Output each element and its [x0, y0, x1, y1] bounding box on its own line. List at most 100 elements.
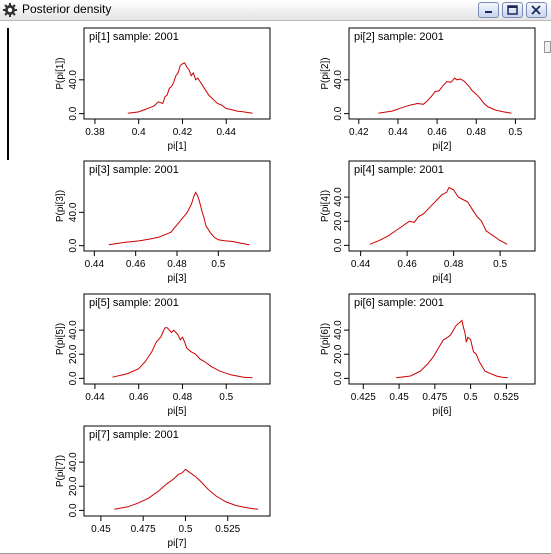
y-tick-label-4-1: 20.0 [333, 211, 344, 231]
chart-frame-2 [348, 27, 536, 120]
density-line-2 [378, 77, 512, 114]
x-tick-label-3-3: 0.5 [211, 259, 225, 270]
chart-frame-7 [83, 425, 271, 517]
x-tick-label-5-1: 0.46 [129, 392, 149, 403]
y-axis-label-5: P(pi[5]) [55, 323, 66, 355]
y-axis-label-1: P(pi[1]) [55, 57, 66, 89]
chart-panel-5: pi[5] sample: 2001 0.44 0.46 0.48 0.5 0.0 20.0… [55, 293, 271, 417]
y-tick-label-5-1: 20.0 [68, 344, 79, 364]
x-tick-label-6-2: 0.475 [422, 392, 447, 403]
x-tick-label-6-1: 0.45 [389, 392, 409, 403]
left-divider-line [7, 28, 9, 160]
chart-frame-4 [348, 160, 536, 252]
maximize-button[interactable] [502, 2, 523, 18]
chart-title-1: pi[1] sample: 2001 [89, 31, 179, 43]
y-tick-label-1-0: 0.0 [68, 106, 79, 120]
y-tick-label-3-1: 40.0 [68, 202, 79, 222]
close-icon [531, 5, 541, 15]
x-tick-label-6-4: 0.525 [494, 392, 519, 403]
y-tick-label-5-0: 0.0 [68, 371, 79, 385]
minimize-icon [485, 11, 492, 13]
y-tick-label-2-0: 0.0 [333, 106, 344, 120]
x-tick-label-6-0: 0.425 [351, 392, 376, 403]
y-tick-label-4-2: 40.0 [333, 187, 344, 207]
title-bar[interactable]: Posterior density [0, 0, 551, 21]
x-tick-label-7-0: 0.45 [91, 524, 111, 535]
density-line-5 [112, 327, 253, 379]
x-tick-label-4-0: 0.44 [351, 259, 371, 270]
plot-area [0, 21, 551, 554]
x-axis-label-5: pi[5] [168, 406, 187, 417]
y-tick-label-4-0: 0.0 [333, 238, 344, 252]
x-tick-label-7-3: 0.525 [215, 524, 240, 535]
chart-panel-2: pi[2] sample: 2001 0.42 0.44 0.46 0.48 0.5 0.0… [320, 27, 536, 152]
minimize-button[interactable] [478, 2, 499, 18]
y-axis-label-4: P(pi[4]) [320, 190, 331, 222]
x-tick-label-1-2: 0.42 [173, 127, 193, 138]
y-tick-label-7-1: 20.0 [68, 476, 79, 496]
chart-frame-1 [83, 27, 271, 120]
x-tick-label-7-2: 0.5 [179, 524, 193, 535]
x-axis-label-6: pi[6] [433, 406, 452, 417]
chart-panel-1: pi[1] sample: 2001 0.38 0.4 0.42 0.44 0.0 40.0… [55, 27, 271, 152]
gear-icon[interactable] [3, 3, 17, 17]
y-tick-label-1-1: 40.0 [68, 70, 79, 90]
x-tick-label-4-1: 0.46 [397, 259, 417, 270]
y-axis-label-3: P(pi[3]) [55, 190, 66, 222]
x-tick-label-2-1: 0.44 [388, 127, 408, 138]
chart-panel-6: pi[6] sample: 2001 0.425 0.45 0.475 0.5 0.525… [320, 293, 536, 417]
x-tick-label-1-1: 0.4 [132, 127, 146, 138]
y-tick-label-7-0: 0.0 [68, 503, 79, 517]
x-tick-label-4-3: 0.5 [493, 259, 507, 270]
chart-frame-6 [348, 293, 536, 385]
y-tick-label-6-1: 20.0 [333, 344, 344, 364]
x-tick-label-3-0: 0.44 [85, 259, 105, 270]
x-tick-label-3-1: 0.46 [126, 259, 146, 270]
chart-title-4: pi[4] sample: 2001 [354, 164, 444, 176]
density-line-3 [108, 191, 250, 246]
x-tick-label-5-3: 0.5 [219, 392, 233, 403]
x-tick-label-1-3: 0.44 [217, 127, 237, 138]
chart-title-6: pi[6] sample: 2001 [354, 297, 444, 309]
x-tick-label-2-0: 0.42 [349, 127, 369, 138]
y-axis-label-2: P(pi[2]) [320, 57, 331, 89]
x-axis-label-1: pi[1] [168, 141, 187, 152]
x-tick-label-2-4: 0.5 [508, 127, 522, 138]
x-tick-label-1-0: 0.38 [85, 127, 105, 138]
x-tick-label-4-2: 0.48 [444, 259, 464, 270]
y-tick-label-7-2: 40.0 [68, 452, 79, 472]
chart-panel-4: pi[4] sample: 2001 0.44 0.46 0.48 0.5 0.0 20.0… [320, 160, 536, 284]
x-tick-label-2-3: 0.48 [467, 127, 487, 138]
window-title: Posterior density [22, 2, 112, 16]
x-tick-label-3-2: 0.48 [167, 259, 187, 270]
density-line-4 [369, 186, 508, 245]
chart-title-3: pi[3] sample: 2001 [89, 164, 179, 176]
x-tick-label-7-1: 0.475 [131, 524, 156, 535]
chart-panel-7: pi[7] sample: 2001 0.45 0.475 0.5 0.525 0.0 20… [55, 425, 271, 549]
y-tick-label-3-0: 0.0 [68, 238, 79, 252]
chart-title-5: pi[5] sample: 2001 [89, 297, 179, 309]
x-tick-label-5-0: 0.44 [85, 392, 105, 403]
y-tick-label-2-1: 40.0 [333, 70, 344, 90]
x-axis-label-2: pi[2] [433, 141, 452, 152]
y-tick-label-5-2: 40.0 [68, 320, 79, 340]
chart-frame-5 [83, 293, 271, 385]
density-line-7 [114, 468, 259, 510]
y-tick-label-6-2: 40.0 [333, 320, 344, 340]
chart-panel-3: pi[3] sample: 2001 0.44 0.46 0.48 0.5 0.0 40.0… [55, 160, 271, 284]
y-axis-label-7: P(pi[7]) [55, 455, 66, 487]
x-axis-label-3: pi[3] [168, 273, 187, 284]
chart-title-2: pi[2] sample: 2001 [354, 31, 444, 43]
maximize-icon [507, 5, 518, 15]
close-button[interactable] [526, 2, 547, 18]
y-tick-label-6-0: 0.0 [333, 371, 344, 385]
x-tick-label-6-3: 0.5 [464, 392, 478, 403]
x-axis-label-4: pi[4] [433, 273, 452, 284]
y-axis-label-6: P(pi[6]) [320, 323, 331, 355]
x-axis-label-7: pi[7] [168, 538, 187, 549]
density-line-1 [127, 62, 253, 114]
chart-title-7: pi[7] sample: 2001 [89, 429, 179, 441]
x-tick-label-2-2: 0.46 [427, 127, 447, 138]
density-charts: pi[1] sample: 2001 0.38 0.4 0.42 0.44 0.0 40.0… [55, 27, 536, 549]
